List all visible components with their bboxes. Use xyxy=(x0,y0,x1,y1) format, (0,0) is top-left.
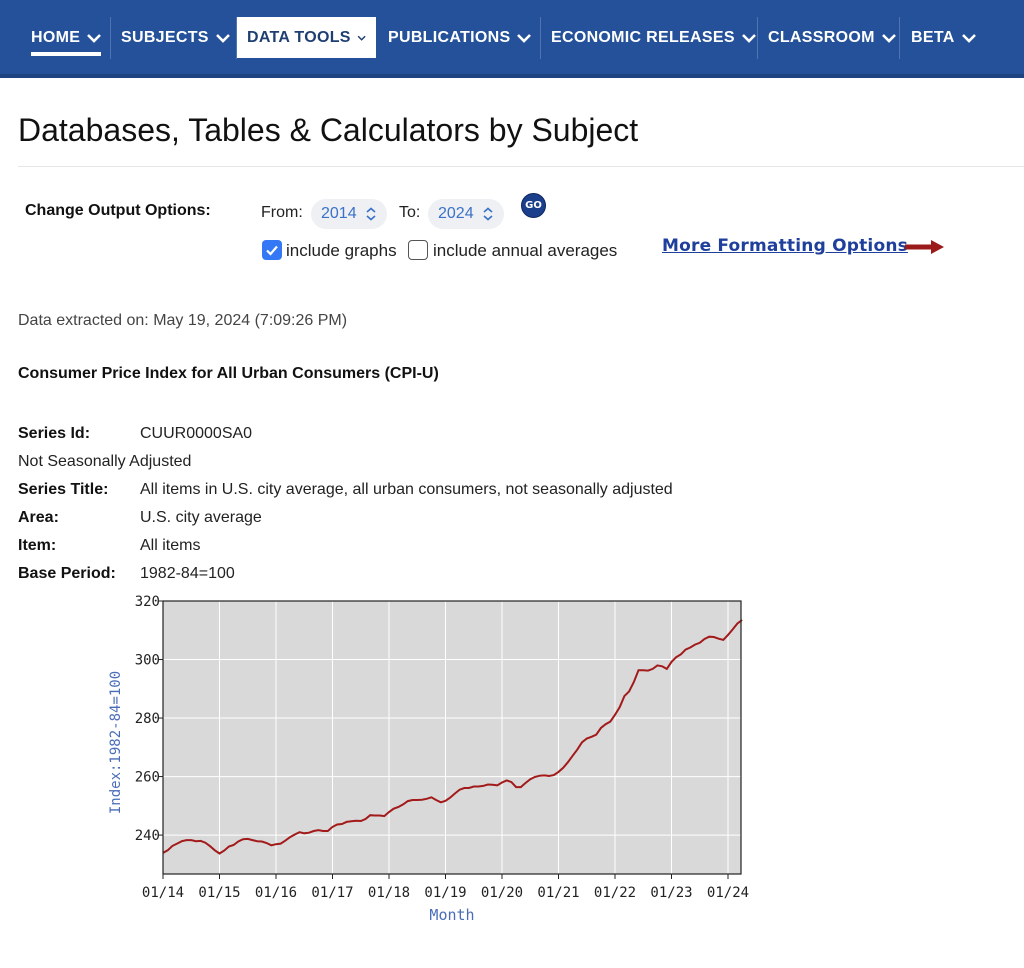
series-heading: Consumer Price Index for All Urban Consu… xyxy=(18,365,439,382)
chevron-down-icon xyxy=(741,33,756,43)
chevron-down-icon xyxy=(961,33,976,43)
x-axis-label: Month xyxy=(429,906,474,924)
nav-item-economic-releases[interactable]: ECONOMIC RELEASES xyxy=(541,17,767,58)
to-year-select[interactable]: 2024 xyxy=(428,199,504,229)
y-axis-label: Index:1982-84=100 xyxy=(108,671,124,814)
x-tick-label: 01/21 xyxy=(537,885,579,901)
x-tick-label: 01/24 xyxy=(707,885,749,901)
nav-item-label: BETA xyxy=(911,28,955,46)
x-tick-label: 01/19 xyxy=(424,885,466,901)
chevron-down-icon xyxy=(881,33,896,43)
nav-item-label: ECONOMIC RELEASES xyxy=(551,28,735,46)
x-tick-label: 01/16 xyxy=(255,885,297,901)
y-tick-label: 320 xyxy=(135,594,160,610)
nav-item-label: DATA TOOLS xyxy=(247,28,351,46)
x-tick-label: 01/23 xyxy=(650,885,692,901)
include-graphs-checkbox[interactable] xyxy=(262,240,282,260)
to-year-value: 2024 xyxy=(438,205,474,222)
output-options-label: Change Output Options: xyxy=(25,202,211,219)
chevron-down-icon xyxy=(357,35,366,41)
x-tick-label: 01/14 xyxy=(142,885,184,901)
nav-bottom-border xyxy=(0,74,1024,78)
nav-item-label: PUBLICATIONS xyxy=(388,28,511,46)
x-axis: 01/14 01/15 01/16 01/17 01/18 01/19 01/20 01/21… xyxy=(142,874,749,901)
select-arrows-icon xyxy=(483,207,493,221)
include-graphs-label[interactable]: include graphs xyxy=(286,241,397,260)
base-period-value: 1982-84=100 xyxy=(140,565,235,582)
chevron-down-icon xyxy=(517,33,532,43)
plot-frame xyxy=(162,600,742,875)
chevron-down-icon xyxy=(87,33,102,43)
nav-divider xyxy=(540,17,541,59)
item-label: Item: xyxy=(18,537,57,554)
nav-divider xyxy=(236,17,237,59)
nav-active-underline xyxy=(31,52,102,56)
cpi-series-line xyxy=(162,619,743,855)
from-year-value: 2014 xyxy=(321,205,357,222)
nav-item-classroom[interactable]: CLASSROOM xyxy=(758,17,907,58)
x-tick-label: 01/18 xyxy=(368,885,410,901)
y-axis: 240 260 280 300 320 xyxy=(135,594,163,844)
include-annual-averages-checkbox[interactable] xyxy=(408,240,428,260)
y-tick-label: 240 xyxy=(135,828,160,844)
from-label: From: xyxy=(261,204,303,221)
nav-item-label: CLASSROOM xyxy=(768,28,875,46)
area-label: Area: xyxy=(18,509,59,526)
y-tick-label: 280 xyxy=(135,711,160,727)
title-divider xyxy=(18,166,1024,167)
area-value: U.S. city average xyxy=(140,509,262,526)
chevron-down-icon xyxy=(215,33,230,43)
from-year-select[interactable]: 2014 xyxy=(311,199,387,229)
nav-item-subjects[interactable]: SUBJECTS xyxy=(111,17,241,58)
x-tick-label: 01/22 xyxy=(594,885,636,901)
to-label: To: xyxy=(399,204,421,221)
nav-item-home[interactable]: HOME xyxy=(21,17,112,58)
data-extracted-timestamp: Data extracted on: May 19, 2024 (7:09:26… xyxy=(18,312,348,329)
x-tick-label: 01/15 xyxy=(198,885,240,901)
series-title-value: All items in U.S. city average, all urba… xyxy=(140,481,673,498)
nav-item-data-tools[interactable]: DATA TOOLS xyxy=(237,17,376,58)
x-tick-label: 01/17 xyxy=(311,885,353,901)
seasonal-adjustment-text: Not Seasonally Adjusted xyxy=(18,453,192,470)
page-title: Databases, Tables & Calculators by Subje… xyxy=(18,112,639,148)
series-id-value: CUUR0000SA0 xyxy=(140,425,253,442)
nav-item-label: HOME xyxy=(31,28,81,46)
nav-item-beta[interactable]: BETA xyxy=(901,17,987,58)
checkmark-icon xyxy=(266,245,278,256)
more-formatting-options-link[interactable]: More Formatting Options xyxy=(662,236,908,256)
base-period-label: Base Period: xyxy=(18,565,116,582)
arrow-right-icon[interactable] xyxy=(905,239,945,255)
nav-divider xyxy=(899,17,900,59)
nav-divider xyxy=(110,17,111,59)
y-tick-label: 300 xyxy=(135,653,160,669)
plot-area xyxy=(163,601,741,874)
nav-item-publications[interactable]: PUBLICATIONS xyxy=(378,17,542,58)
go-button[interactable]: GO xyxy=(521,193,546,218)
top-navigation: HOME SUBJECTS DATA TOOLS PUBLICATIONS EC… xyxy=(0,0,1024,78)
include-annual-averages-label[interactable]: include annual averages xyxy=(433,241,618,260)
select-arrows-icon xyxy=(366,207,376,221)
series-id-label: Series Id: xyxy=(18,425,91,442)
nav-item-label: SUBJECTS xyxy=(121,28,209,46)
nav-divider xyxy=(757,17,758,59)
item-value: All items xyxy=(140,537,201,554)
y-tick-label: 260 xyxy=(135,770,160,786)
series-title-label: Series Title: xyxy=(18,481,109,498)
x-tick-label: 01/20 xyxy=(481,885,523,901)
